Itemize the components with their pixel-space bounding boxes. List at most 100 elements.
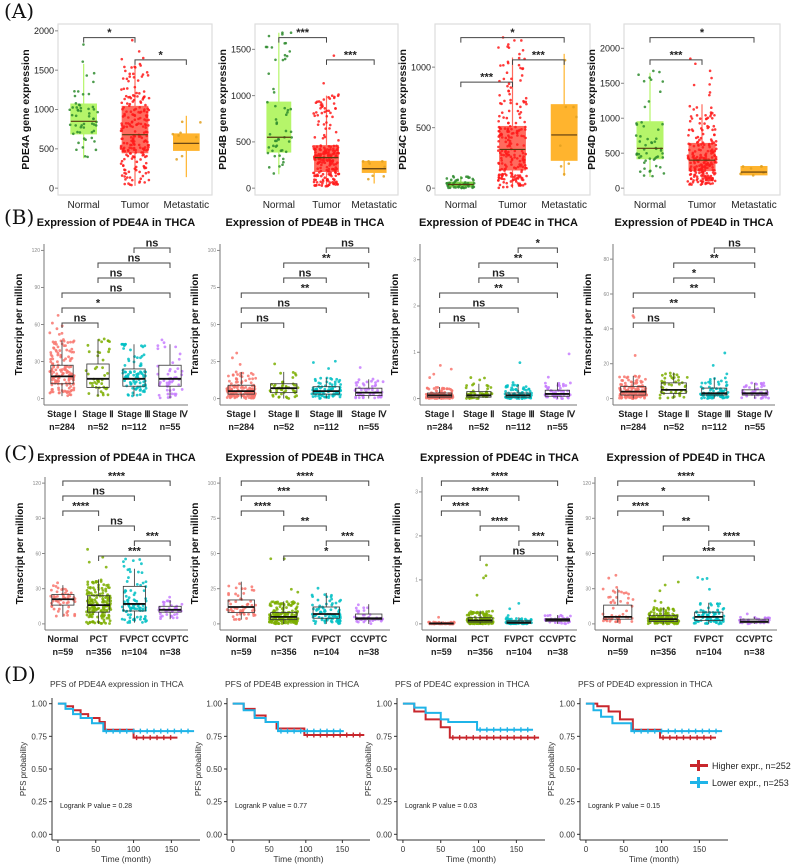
data-point [156,347,160,351]
data-point [511,388,515,392]
data-point [122,347,126,350]
data-point [449,367,453,371]
data-point [238,618,241,621]
data-point [68,594,72,598]
data-point [161,600,165,604]
data-point [50,605,54,609]
significance-label: **** [108,471,126,483]
significance-label: *** [702,546,716,558]
chart-title: PFS of PDE4C expression in THCA [395,679,530,689]
data-point [489,386,493,389]
data-point [249,599,253,603]
data-point [332,54,336,57]
data-point [708,394,712,398]
data-point [331,177,335,181]
data-point [48,331,52,335]
data-point [485,563,488,567]
significance-label: ns [453,313,466,325]
data-point [706,166,709,170]
data-point [764,395,768,399]
x-tick-n-label: n=52 [88,422,109,432]
data-point [696,140,700,144]
data-point [608,619,612,623]
data-point [73,89,76,93]
data-point [134,151,138,154]
chart-c-3: Expression of PDE4C in THCA0123Transcrip… [392,452,579,657]
x-tick-label: Stage Ⅱ [658,409,689,419]
data-point [716,618,720,622]
data-point [519,79,522,82]
data-point [231,356,234,360]
data-point [333,170,337,174]
data-point [509,160,513,164]
data-point [317,607,320,611]
data-point [700,396,704,400]
data-point [467,613,471,617]
data-point [135,373,139,377]
data-point [131,386,135,390]
data-point [460,176,463,180]
data-point [145,71,149,74]
data-point [123,182,127,186]
data-point [138,106,142,109]
data-point [424,396,428,400]
data-point [65,601,69,605]
data-point [334,162,338,166]
data-point [68,108,72,112]
data-point [687,128,691,132]
data-point [521,157,525,160]
x-tick-n-label: n=38 [547,647,568,657]
significance-bracket [326,59,375,65]
data-point [513,153,516,157]
y-axis-label: PFS probability [364,742,373,796]
data-point [487,622,491,626]
data-point [519,175,522,179]
significance-label: *** [341,531,355,543]
data-point [123,65,126,69]
plot-frame [254,23,399,196]
data-point [669,620,672,624]
data-point [638,170,642,173]
data-point [371,174,374,178]
significance-bracket [460,81,513,88]
data-point [177,357,181,361]
data-point [142,589,146,593]
data-point [699,608,703,612]
data-point [333,382,337,386]
data-point [360,388,363,392]
data-point [91,586,95,590]
data-point [695,165,698,168]
data-point [696,180,700,184]
y-tick-label: 2000 [34,26,54,36]
data-point [81,146,85,149]
data-point [272,144,275,148]
x-tick-n-label: n=104 [506,647,532,657]
y-tick-label: 500 [39,144,54,154]
data-point [128,176,132,179]
data-point [662,172,666,175]
data-point [708,69,712,73]
data-point [703,169,707,172]
data-point [50,378,54,382]
data-point [640,121,643,124]
data-point [698,171,701,175]
data-point [99,609,103,612]
data-point [336,94,340,98]
y-tick-label: 60 [34,322,40,328]
data-point [329,159,332,163]
data-point [511,381,515,384]
data-point [244,379,248,383]
data-point [55,599,59,603]
data-point [56,586,60,590]
data-point [72,132,75,136]
data-point [355,609,359,612]
data-point [126,393,130,397]
data-point [675,373,679,377]
data-point [376,395,380,399]
data-point [688,173,692,176]
data-point [124,178,127,181]
data-point [518,116,522,119]
data-point [245,617,248,620]
significance-bracket [61,292,171,298]
